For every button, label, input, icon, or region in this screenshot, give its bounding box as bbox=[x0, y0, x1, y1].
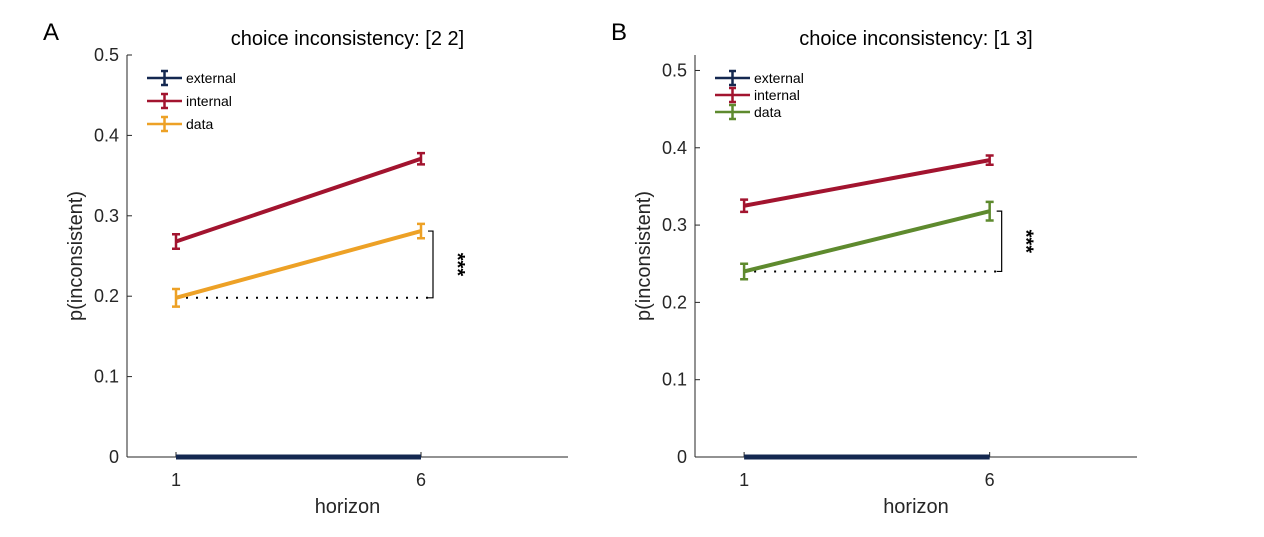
legend-label-internal: internal bbox=[186, 93, 232, 109]
error-bar-internal bbox=[740, 198, 749, 214]
chart-title: choice inconsistency: [2 2] bbox=[231, 28, 464, 50]
legend-errorbar-external bbox=[161, 69, 168, 87]
x-axis-label: horizon bbox=[315, 496, 381, 518]
error-bar-internal bbox=[417, 151, 425, 166]
legend-errorbar-external bbox=[729, 69, 736, 87]
series-data bbox=[172, 222, 425, 308]
error-bar-internal bbox=[172, 233, 180, 251]
y-tick-label: 0.1 bbox=[662, 370, 687, 390]
legend-errorbar-data bbox=[729, 103, 736, 121]
x-tick-label: 6 bbox=[985, 470, 995, 490]
error-bar-data bbox=[985, 200, 994, 222]
series-line-internal bbox=[175, 156, 422, 244]
error-bar-data bbox=[740, 262, 749, 281]
significance-bracket bbox=[428, 230, 434, 299]
legend-label-external: external bbox=[186, 70, 236, 86]
y-tick-label: 0.3 bbox=[662, 215, 687, 235]
y-tick-label: 0.4 bbox=[662, 138, 687, 158]
legend-label-data: data bbox=[186, 116, 213, 132]
x-tick-label: 6 bbox=[416, 470, 426, 490]
series-line-data bbox=[743, 209, 991, 274]
error-bar-internal bbox=[985, 154, 994, 167]
legend-label-internal: internal bbox=[754, 87, 800, 103]
legend-errorbar-internal bbox=[161, 92, 168, 110]
legend-label-data: data bbox=[754, 104, 781, 120]
legend: external internal data bbox=[147, 69, 236, 133]
legend-errorbar-data bbox=[161, 115, 168, 133]
series-internal bbox=[740, 154, 994, 214]
y-tick-label: 0.5 bbox=[662, 60, 687, 80]
series-line-data bbox=[175, 229, 422, 300]
y-tick-label: 0.2 bbox=[662, 292, 687, 312]
y-tick-label: 0.1 bbox=[94, 367, 119, 387]
y-tick-label: 0.5 bbox=[94, 45, 119, 65]
legend-errorbar-internal bbox=[729, 86, 736, 104]
x-axis-label: horizon bbox=[883, 496, 949, 518]
error-bar-data bbox=[417, 222, 425, 240]
x-tick-label: 1 bbox=[171, 470, 181, 490]
series-data bbox=[740, 200, 994, 281]
y-tick-label: 0 bbox=[109, 447, 119, 467]
significance-stars: *** bbox=[1015, 230, 1037, 254]
legend-label-external: external bbox=[754, 70, 804, 86]
chart-title: choice inconsistency: [1 3] bbox=[799, 28, 1032, 50]
significance-bracket bbox=[996, 210, 1003, 273]
y-tick-label: 0.4 bbox=[94, 125, 119, 145]
x-tick-label: 1 bbox=[739, 470, 749, 490]
panel-letter: A bbox=[43, 19, 59, 46]
y-axis-label: p(inconsistent) bbox=[65, 191, 87, 321]
significance-stars: *** bbox=[446, 253, 468, 277]
y-axis-label: p(inconsistent) bbox=[633, 191, 655, 321]
y-tick-label: 0.2 bbox=[94, 286, 119, 306]
series-internal bbox=[172, 151, 425, 251]
y-tick-label: 0 bbox=[677, 447, 687, 467]
series-line-internal bbox=[743, 158, 991, 208]
y-tick-label: 0.3 bbox=[94, 206, 119, 226]
panel-letter: B bbox=[611, 19, 627, 46]
error-bar-data bbox=[172, 287, 180, 308]
